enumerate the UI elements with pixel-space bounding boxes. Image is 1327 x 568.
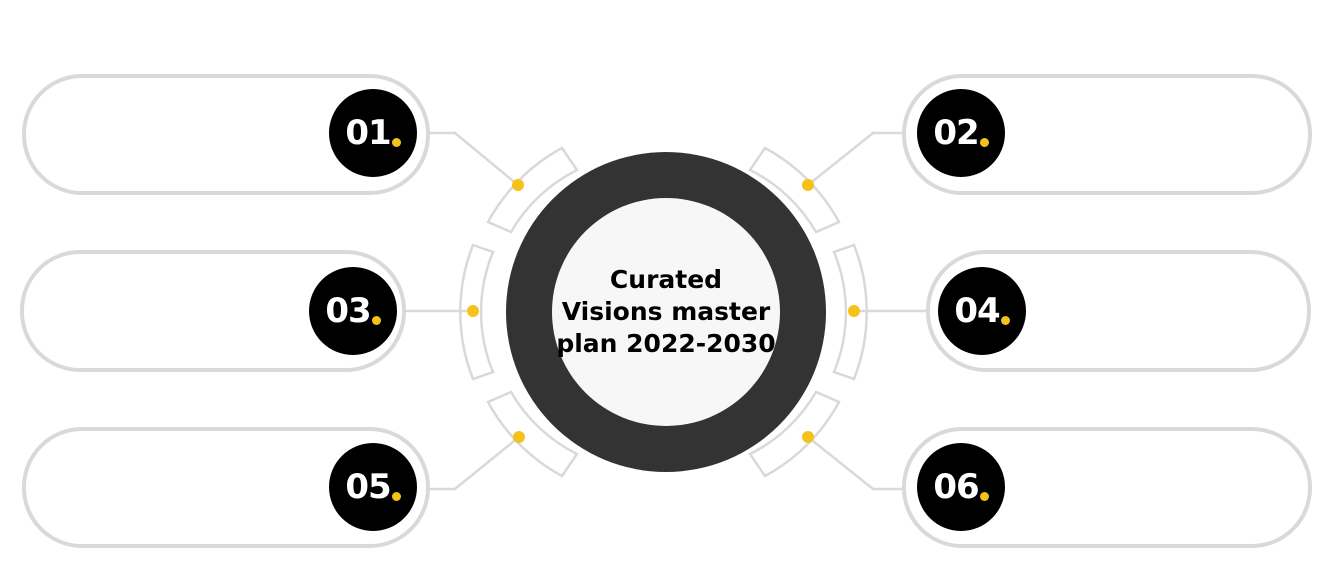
item-number: 01 [345,113,391,153]
item-number: 03 [325,291,371,331]
hub-center: Curated Visions master plan 2022-2030 [552,198,780,426]
arc-segment-left-middle [459,243,495,381]
accent-dot-icon [979,137,989,147]
hub-title-line: Curated [609,265,723,294]
item-number: 04 [954,291,1000,331]
connector-node-icon [513,431,525,443]
arc-segment-right-middle [832,243,868,381]
connector-line-01 [425,131,519,186]
connector-node-icon [512,179,524,191]
accent-dot-icon [1000,315,1010,325]
connector-node-icon [802,431,814,443]
item-number-badge-01: 01 [329,89,417,177]
item-number: 05 [345,467,391,507]
item-number: 02 [933,113,979,153]
connector-node-icon [802,179,814,191]
accent-dot-icon [391,137,401,147]
accent-dot-icon [391,491,401,501]
accent-dot-icon [371,315,381,325]
arc-segment-left-bottom [486,390,579,478]
hub-title-line: plan 2022-2030 [556,329,776,358]
connector-line-02 [807,131,905,186]
item-number-badge-02: 02 [917,89,1005,177]
connector-node-icon [467,305,479,317]
hub-title-line: Visions master [561,297,771,326]
connector-line-05 [425,436,520,491]
connector-node-icon [848,305,860,317]
item-number-badge-05: 05 [329,443,417,531]
hub-title: Curated Visions master plan 2022-2030 [556,264,776,360]
arc-segment-right-bottom [748,390,841,478]
arc-segment-right-top [748,146,841,234]
arc-segment-left-top [486,146,579,234]
item-number-badge-04: 04 [938,267,1026,355]
item-number: 06 [933,467,979,507]
item-number-badge-06: 06 [917,443,1005,531]
connector-line-06 [807,436,905,491]
accent-dot-icon [979,491,989,501]
item-number-badge-03: 03 [309,267,397,355]
